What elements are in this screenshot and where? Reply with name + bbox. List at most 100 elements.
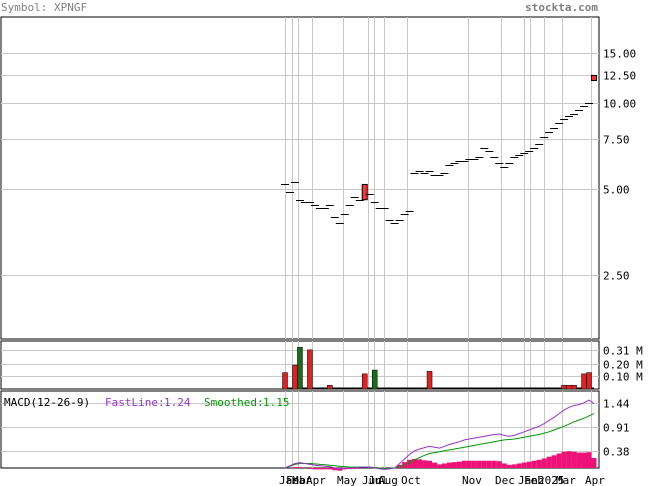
macd-histogram-bar (561, 451, 567, 468)
macd-histogram (292, 451, 597, 471)
macd-tick-label: 1.44 (603, 398, 630, 411)
price-tick-label: 5.00 (603, 184, 630, 197)
x-axis-label: May (337, 474, 357, 486)
x-axis-label: Feb (286, 474, 306, 486)
x-axis-label: Nov (462, 474, 482, 486)
macd-histogram-bar (327, 468, 333, 470)
volume-tick-labels: 0.31 M0.20 M0.10 M (603, 345, 643, 384)
macd-histogram-bar (481, 460, 487, 468)
price-candles (281, 74, 597, 224)
price-tick-label: 15.00 (603, 48, 636, 61)
macd-histogram-bar (412, 458, 418, 468)
macd-fast-line (284, 399, 595, 470)
macd-tick-label: 0.38 (603, 446, 630, 459)
macd-histogram-bar (541, 458, 547, 468)
symbol-label: Symbol: XPNGF (1, 1, 87, 14)
volume-bar (571, 384, 577, 390)
macd-histogram-bar (471, 460, 477, 468)
macd-tick-labels: 1.44 0.91 0.38 (603, 398, 630, 459)
macd-histogram-bar (581, 452, 587, 468)
volume-tick-label: 0.10 M (603, 371, 643, 384)
x-axis-label: Mar (556, 474, 576, 486)
x-axis-label: Mar (292, 474, 312, 486)
volume-bar (426, 371, 433, 390)
macd-histogram-bar (451, 462, 457, 468)
macd-histogram-bar (491, 460, 497, 468)
macd-fastline-label: FastLine: (105, 396, 165, 409)
macd-histogram-bar (526, 461, 532, 468)
macd-histogram-bar (496, 461, 502, 468)
macd-histogram-bar (312, 468, 318, 470)
volume-bars (282, 347, 592, 390)
macd-histogram-bar (446, 462, 452, 468)
macd-histogram-bar (506, 464, 512, 468)
x-axis-label: Jan (518, 474, 538, 486)
macd-histogram-bar (317, 468, 323, 470)
volume-bar (586, 372, 592, 390)
volume-bar (566, 384, 572, 390)
volume-bar (371, 369, 378, 390)
macd-histogram-bar (427, 460, 433, 468)
macd-histogram-bar (297, 467, 303, 468)
volume-bar (282, 372, 288, 390)
x-axis-label: Oct (401, 474, 421, 486)
price-gridlines (1, 17, 599, 339)
macd-smoothed-line (284, 413, 595, 469)
volume-bar (292, 364, 298, 390)
macd-histogram-bar (466, 460, 472, 468)
x-axis-label: Jun (362, 474, 382, 486)
volume-bar (307, 349, 313, 390)
x-axis-label: Dec (495, 474, 515, 486)
macd-histogram-bar (566, 451, 572, 468)
macd-histogram-bar (556, 453, 562, 468)
price-tick-label: 7.50 (603, 134, 630, 147)
price-panel: 15.00 12.50 10.00 7.50 5.00 2.50 (0, 16, 636, 340)
macd-histogram-bar (511, 464, 517, 468)
macd-histogram-bar (461, 460, 467, 468)
volume-tick-label: 0.20 M (603, 359, 643, 372)
price-tick-labels: 15.00 12.50 10.00 7.50 5.00 2.50 (603, 48, 636, 283)
macd-histogram-bar (546, 456, 552, 468)
x-axis-label: Aug (378, 474, 398, 486)
volume-panel: 0.31 M0.20 M0.10 M (0, 340, 643, 390)
volume-bar (297, 347, 303, 390)
macd-histogram-bar (307, 468, 313, 469)
macd-histogram-bar (432, 462, 438, 468)
macd-lines (284, 399, 595, 470)
x-axis-label: 2025 (538, 474, 565, 486)
macd-histogram-bar (342, 468, 348, 470)
macd-histogram-bar (486, 460, 492, 468)
volume-bar (361, 373, 368, 390)
price-tick-label: 12.50 (603, 70, 636, 83)
macd-panel: 1.44 0.91 0.38 MACD(12-26-9) FastLine: 1.2… (0, 390, 630, 471)
macd-smoothed-label: Smoothed: (204, 396, 264, 409)
macd-histogram-bar (586, 452, 592, 468)
macd-panel-frame (0, 390, 600, 469)
volume-tick-label: 0.31 M (603, 345, 643, 358)
x-axis-label: Apr (306, 474, 326, 486)
macd-histogram-bar (521, 462, 527, 468)
macd-histogram-bar (332, 468, 338, 471)
macd-title: MACD(12-26-9) (4, 396, 90, 409)
macd-histogram-bar (292, 467, 298, 468)
macd-histogram-bar (576, 452, 582, 468)
price-panel-frame (0, 16, 600, 340)
macd-histogram-bar (531, 460, 537, 468)
x-axis-label: Jan (279, 474, 299, 486)
macd-gridlines (1, 391, 599, 468)
price-tick-label: 2.50 (603, 270, 630, 283)
macd-histogram-bar (422, 460, 428, 468)
macd-histogram-bar (516, 463, 522, 468)
price-tick-label: 10.00 (603, 98, 636, 111)
price-candle (361, 183, 368, 201)
macd-tick-label: 0.91 (603, 422, 630, 435)
macd-histogram-bar (441, 463, 447, 468)
x-axis-label: Feb (524, 474, 544, 486)
volume-bar (581, 373, 587, 390)
macd-histogram-bar (551, 455, 557, 468)
site-label[interactable]: stockta.com (525, 1, 598, 14)
macd-histogram-bar (591, 458, 597, 468)
x-axis-label: Apr (585, 474, 605, 486)
macd-histogram-bar (536, 459, 542, 468)
